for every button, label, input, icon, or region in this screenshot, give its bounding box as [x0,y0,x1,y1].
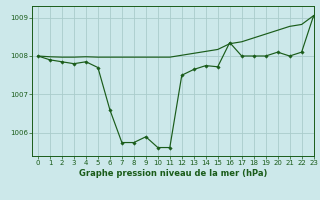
X-axis label: Graphe pression niveau de la mer (hPa): Graphe pression niveau de la mer (hPa) [79,169,267,178]
